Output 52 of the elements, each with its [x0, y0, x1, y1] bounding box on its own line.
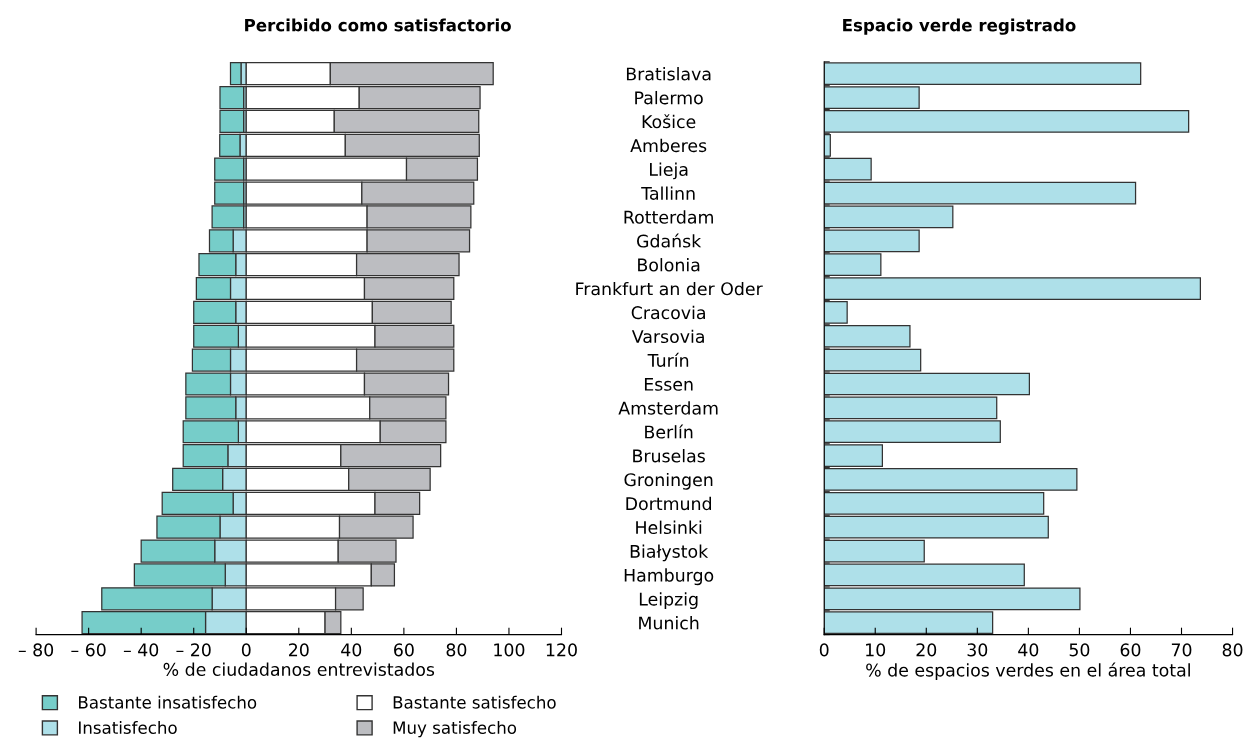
x-tick-label: – 40 [123, 643, 159, 657]
x-tick-label: 30 [967, 643, 988, 657]
x-tick-label: 20 [916, 643, 937, 657]
y-tick-label: Groningen [624, 472, 713, 490]
y-tick-label: Turín [647, 352, 689, 367]
x-tick-label: 0 [241, 643, 251, 657]
y-tick-label: Bratislava [626, 67, 711, 81]
y-tick-label: Hamburgo [624, 568, 714, 586]
x-axis-title: % de ciudadanos entrevistados [163, 662, 435, 676]
x-tick-label: 20 [289, 643, 309, 657]
legend-label: Muy satisfecho [393, 721, 517, 738]
y-tick-label: Leipzig [639, 592, 698, 610]
y-tick-label: Bruselas [633, 449, 705, 463]
x-tick-label: 70 [1171, 643, 1192, 657]
y-tick-label: Palermo [635, 90, 703, 105]
y-tick-label: Cracovia [631, 305, 705, 320]
chart-title: Percibido como satisfactorio [245, 18, 511, 32]
y-tick-label: Dortmund [626, 496, 711, 511]
y-tick-label: Amsterdam [618, 401, 718, 415]
y-tick-label: Košice [642, 114, 696, 129]
x-tick-label: 100 [494, 643, 525, 657]
x-tick-label: – 60 [71, 643, 106, 657]
y-tick-label: Frankfurt an der Oder [576, 281, 763, 296]
x-axis-title: % de espacios verdes en el área total [866, 662, 1190, 681]
y-tick-label: Białystok [630, 544, 709, 562]
x-tick-label: 80 [1222, 643, 1243, 657]
x-tick-label: 50 [1069, 643, 1090, 657]
x-tick-label: 60 [394, 643, 414, 657]
x-tick-label: 60 [1120, 643, 1141, 657]
legend-label: Bastante satisfecho [393, 695, 556, 709]
x-tick-label: 40 [341, 643, 362, 657]
y-tick-label: Munich [639, 616, 699, 630]
y-tick-label: Varsovia [631, 329, 704, 344]
y-tick-label: Gdańsk [637, 233, 702, 248]
y-tick-label: Amberes [630, 138, 707, 153]
y-tick-label: Essen [644, 377, 693, 391]
legend-label: Insatisfecho [79, 721, 177, 734]
y-tick-label: Helsinki [636, 520, 702, 535]
x-tick-label: 10 [866, 643, 886, 657]
y-tick-label: Bolonia [638, 258, 700, 272]
legend-label: Bastante insatisfecho [79, 695, 257, 709]
y-tick-label: Lieja [650, 162, 688, 180]
y-tick-label: Rotterdam [624, 210, 713, 224]
x-tick-label: 120 [546, 643, 577, 657]
y-tick-label: Tallinn [641, 186, 695, 200]
x-tick-label: – 80 [18, 643, 54, 657]
x-tick-label: – 20 [176, 643, 211, 657]
y-tick-label: Berlín [645, 424, 693, 439]
x-tick-label: 80 [446, 643, 467, 657]
x-tick-label: 0 [819, 643, 829, 657]
chart-title: Espacio verde registrado [843, 18, 1076, 35]
x-tick-label: 40 [1018, 643, 1039, 657]
